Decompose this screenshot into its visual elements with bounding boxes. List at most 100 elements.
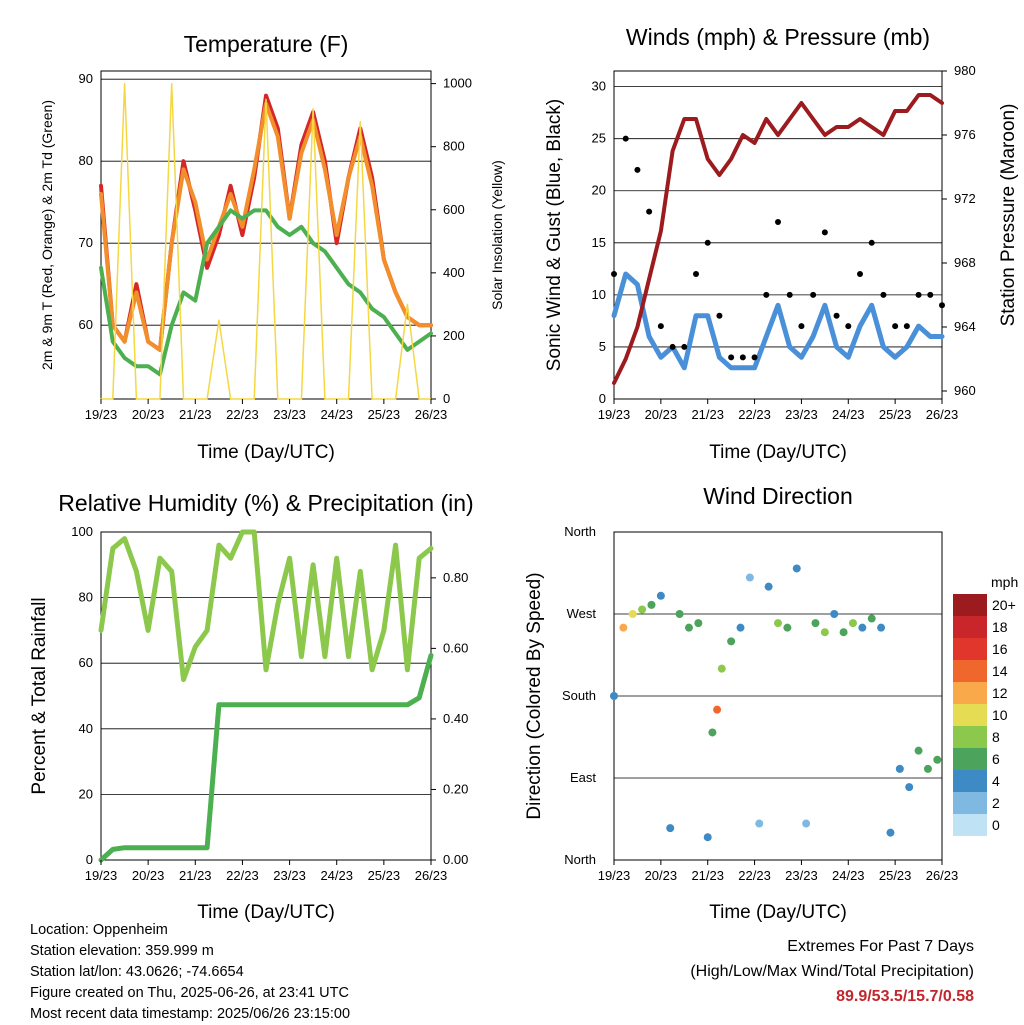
humidity-panel: Relative Humidity (%) & Precipitation (i… bbox=[29, 490, 474, 923]
gust-point bbox=[728, 354, 735, 361]
x-tick-label: 24/23 bbox=[832, 407, 865, 422]
humidity-x-tick-labels: 19/23 20/23 21/23 22/23 23/23 24/23 25/23 26/23 bbox=[85, 860, 447, 883]
wind-direction-ylabel: Direction (Colored By Speed) bbox=[524, 572, 545, 819]
direction-point bbox=[830, 610, 839, 618]
x-tick-label: 25/23 bbox=[368, 868, 401, 883]
gust-point bbox=[693, 271, 699, 278]
direction-point bbox=[713, 705, 722, 714]
y-tick-label: 60 bbox=[79, 655, 93, 670]
y2-tick-label: 1000 bbox=[443, 76, 472, 91]
temperature-series-group bbox=[99, 82, 433, 400]
temperature-ylabel-right: Solar Insolation (Yellow) bbox=[489, 160, 505, 310]
series-line bbox=[99, 208, 433, 377]
winds-y2-tick-labels: 960 964 968 972 976 980 bbox=[942, 63, 976, 398]
humidity-xlabel: Time (Day/UTC) bbox=[197, 902, 335, 923]
colorbar-label: 18 bbox=[992, 619, 1008, 635]
y-tick-label: 0 bbox=[86, 852, 93, 867]
gust-point bbox=[939, 302, 945, 309]
colorbar-swatch bbox=[953, 770, 987, 792]
station-location: Location: Oppenheim bbox=[30, 922, 168, 938]
temperature-ylabel-left: 2m & 9m T (Red, Orange) & 2m Td (Green) bbox=[39, 100, 55, 370]
winds-xlabel: Time (Day/UTC) bbox=[709, 442, 847, 463]
x-tick-label: 26/23 bbox=[926, 407, 959, 422]
direction-point bbox=[755, 819, 764, 828]
direction-point bbox=[774, 619, 782, 628]
colorbar-title: mph bbox=[991, 574, 1018, 590]
x-tick-label: 19/23 bbox=[598, 868, 631, 883]
winds-series-group bbox=[611, 93, 945, 385]
humidity-plot-frame bbox=[100, 531, 432, 861]
x-tick-label: 25/23 bbox=[879, 868, 912, 883]
x-tick-label: 22/23 bbox=[738, 407, 771, 422]
direction-point bbox=[914, 746, 923, 755]
y-tick-label: 80 bbox=[79, 153, 93, 168]
recent-timestamp: Most recent data timestamp: 2025/06/26 2… bbox=[30, 1006, 351, 1022]
gust-point bbox=[716, 312, 723, 319]
y-tick-label: 90 bbox=[79, 71, 93, 86]
humidity-gridlines bbox=[101, 531, 431, 861]
winds-x-tick-labels: 19/23 20/23 21/23 22/23 23/23 24/23 25/23 26/23 bbox=[598, 399, 959, 422]
gust-point bbox=[611, 271, 617, 278]
direction-point bbox=[684, 623, 693, 632]
y2-tick-label: 980 bbox=[954, 63, 976, 78]
temperature-panel: Temperature (F) 60 70 80 90 0 200 400 600 800 10… bbox=[39, 31, 505, 463]
x-tick-label: 20/23 bbox=[645, 407, 678, 422]
x-tick-label: 21/23 bbox=[691, 407, 724, 422]
direction-point bbox=[820, 628, 829, 637]
direction-point bbox=[905, 783, 914, 792]
x-tick-label: 24/23 bbox=[832, 868, 865, 883]
direction-point bbox=[802, 819, 811, 828]
y2-tick-label: 200 bbox=[443, 328, 465, 343]
direction-point bbox=[877, 623, 886, 632]
extremes-values: 89.9/53.5/15.7/0.58 bbox=[836, 988, 974, 1005]
series-line bbox=[98, 652, 434, 863]
y-tick-label: 40 bbox=[79, 721, 93, 736]
wind-direction-xlabel: Time (Day/UTC) bbox=[709, 902, 847, 923]
x-tick-label: 21/23 bbox=[691, 868, 724, 883]
gust-point bbox=[821, 229, 828, 236]
direction-point bbox=[933, 755, 942, 764]
winds-gridlines bbox=[614, 86, 942, 400]
wind-direction-title: Wind Direction bbox=[703, 483, 853, 509]
extremes-subtitle: (High/Low/Max Wind/Total Precipitation) bbox=[690, 963, 974, 980]
x-tick-label: 23/23 bbox=[785, 407, 818, 422]
winds-ylabel-right: Station Pressure (Maroon) bbox=[998, 104, 1019, 327]
y2-tick-label: 600 bbox=[443, 202, 465, 217]
direction-point bbox=[708, 728, 717, 737]
y2-tick-label: 976 bbox=[954, 127, 976, 142]
y-tick-label: 5 bbox=[599, 339, 606, 354]
direction-point bbox=[717, 664, 726, 673]
direction-point bbox=[895, 764, 904, 773]
series-line bbox=[98, 529, 434, 683]
gust-point bbox=[833, 312, 840, 319]
direction-point bbox=[811, 619, 820, 628]
gust-point bbox=[903, 323, 910, 330]
series-line bbox=[611, 271, 945, 371]
direction-point bbox=[783, 623, 792, 632]
y-tick-label: 100 bbox=[71, 524, 93, 539]
x-tick-label: 19/23 bbox=[85, 868, 118, 883]
y-tick-label: 20 bbox=[592, 183, 606, 198]
direction-point bbox=[703, 833, 712, 842]
colorbar-label: 4 bbox=[992, 773, 1000, 789]
station-latlon: Station lat/lon: 43.0626; -74.6654 bbox=[30, 964, 244, 980]
temperature-plot-frame bbox=[100, 70, 432, 400]
direction-point bbox=[764, 582, 773, 591]
y-tick-label: 25 bbox=[592, 131, 606, 146]
direction-point bbox=[923, 764, 932, 773]
direction-point bbox=[886, 828, 895, 837]
station-elevation: Station elevation: 359.999 m bbox=[30, 943, 214, 959]
direction-point bbox=[694, 619, 703, 628]
gust-point bbox=[704, 239, 711, 246]
extremes-box: Extremes For Past 7 Days (High/Low/Max W… bbox=[690, 934, 974, 1009]
gust-point bbox=[646, 208, 653, 215]
extremes-title: Extremes For Past 7 Days bbox=[787, 938, 974, 955]
colorbar-swatch bbox=[953, 638, 987, 660]
temperature-xlabel: Time (Day/UTC) bbox=[197, 442, 335, 463]
y-tick-label: North bbox=[564, 852, 596, 867]
y2-tick-label: 968 bbox=[954, 255, 976, 270]
y-tick-label: 10 bbox=[592, 287, 606, 302]
x-tick-label: 25/23 bbox=[879, 407, 912, 422]
y-tick-label: 70 bbox=[79, 235, 93, 250]
